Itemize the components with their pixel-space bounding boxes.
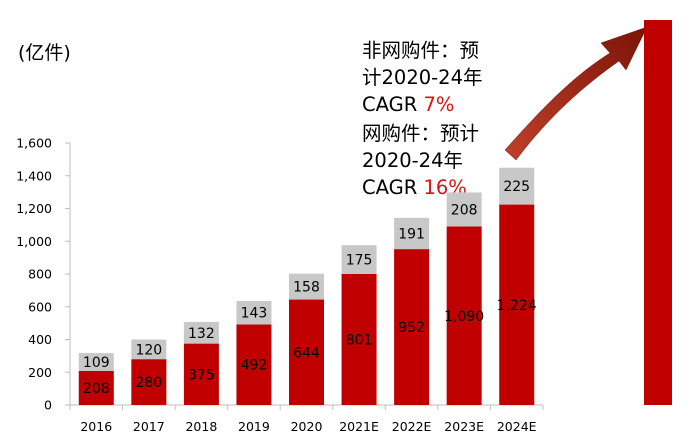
bar-online [131,359,167,405]
data-label-online: 492 [241,358,268,374]
data-label-non-online: 208 [451,202,478,218]
x-tick-label: 2024E [497,419,537,434]
growth-arrow-icon [504,26,648,161]
y-tick-label: 1,600 [16,136,52,151]
bar-online [394,249,430,405]
data-label-online: 801 [346,332,373,348]
x-tick-label: 2017 [133,419,165,434]
data-label-non-online: 158 [293,280,320,296]
bar-online [446,226,482,405]
bar-online [341,273,377,405]
y-tick-label: 200 [28,365,52,380]
y-tick-label: 600 [28,299,52,314]
bar-non-online [341,245,377,274]
bar-non-online [289,273,324,300]
bar-non-online [183,321,219,344]
online-note-line1: 网购件：预计 [362,122,480,145]
vertical-red-bar [644,20,672,405]
data-label-non-online: 143 [241,306,268,322]
x-tick-label: 2023E [444,419,484,434]
online-note-line2: 2020-24年 [362,149,463,172]
bar-non-online [446,192,482,227]
bar-non-online [78,353,114,371]
x-tick-label: 2016 [80,419,112,434]
data-label-non-online: 191 [398,226,425,242]
bar-non-online [394,217,430,250]
y-tick-label: 400 [28,332,52,347]
data-label-non-online: 175 [346,253,373,269]
data-label-non-online: 132 [188,326,215,342]
non-online-cagr-note: 非网购件：预 计2020-24年 CAGR 7% [362,37,482,118]
online-cagr-prefix: CAGR [362,176,424,199]
bar-non-online [131,339,167,360]
data-label-non-online: 109 [83,355,110,371]
data-label-online: 1,224 [497,298,537,314]
data-label-online: 208 [83,381,110,397]
non-online-cagr-line: CAGR 7% [362,91,482,118]
data-label-online: 952 [398,320,425,336]
data-label-non-online: 225 [503,179,530,195]
online-cagr-note: 网购件：预计 2020-24年 CAGR 16% [362,120,479,201]
non-online-cagr-prefix: CAGR [362,93,424,116]
x-tick-label: 2020 [291,419,323,434]
bar-online [183,343,219,405]
non-online-note-line2: 计2020-24年 [362,66,483,89]
bar-online [236,324,272,405]
bar-online [499,204,535,405]
y-tick-label: 1,400 [16,168,52,183]
unit-label: (亿件) [18,42,71,64]
chart-data-labels: 208 109 280 120 375 132 492 143 644 158 801 175 952 1… [83,179,537,397]
x-tick-label: 2019 [238,419,270,434]
bar-non-online [236,301,272,325]
data-label-online: 1,090 [444,309,484,325]
bar-online [289,299,324,405]
y-tick-label: 800 [28,267,52,282]
x-tick-label: 2018 [185,419,217,434]
y-tick-label: 1,200 [16,201,52,216]
non-online-note-line1: 非网购件：预 [362,39,480,62]
chart-bars [78,167,535,405]
y-tick-label: 1,000 [16,234,52,249]
bar-online [78,370,114,405]
non-online-cagr-value: 7% [423,93,455,116]
x-tick-label: 2021E [339,419,379,434]
x-tick-label: 2022E [392,419,432,434]
data-label-online: 280 [135,375,162,391]
data-label-online: 644 [293,345,320,361]
data-label-non-online: 120 [135,342,162,358]
y-tick-label: 0 [44,398,52,413]
bar-non-online [499,167,535,205]
data-label-online: 375 [188,367,215,383]
